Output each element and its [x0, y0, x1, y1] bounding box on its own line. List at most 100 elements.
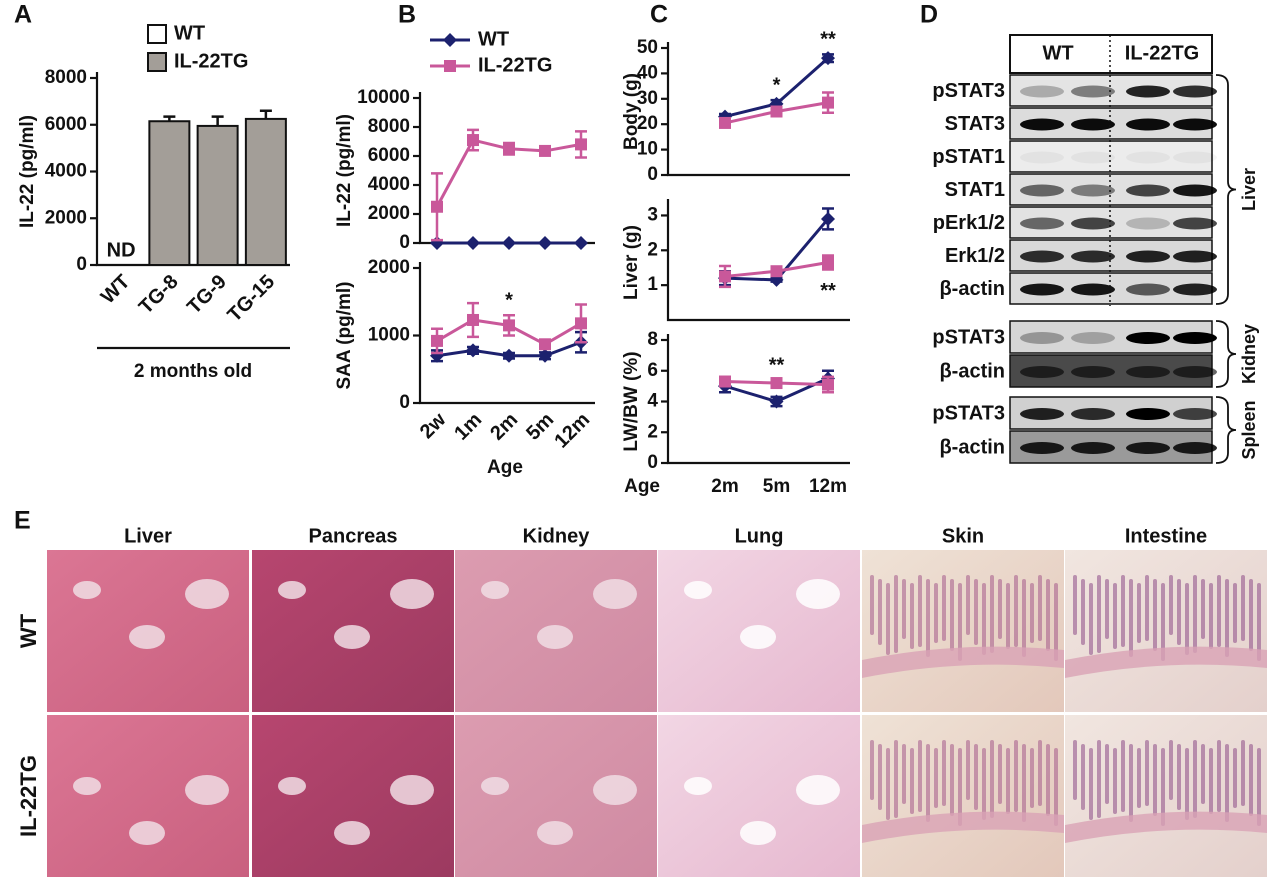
tissue-label: Liver [1239, 168, 1259, 211]
blot-band [1020, 283, 1064, 296]
blot-band [1173, 408, 1217, 420]
marker [443, 33, 457, 47]
x-tick-label: TG-8 [135, 271, 183, 319]
tissue-fold [1129, 744, 1133, 822]
y-tick-label: 6000 [368, 145, 410, 166]
marker [575, 317, 587, 330]
tissue-fold [1257, 583, 1261, 661]
tissue-fold [942, 575, 946, 641]
x-tick-label: WT [97, 271, 135, 309]
marker [502, 236, 516, 250]
blot-band [1071, 408, 1115, 420]
tissue-fold [982, 583, 986, 655]
tissue-fold [1233, 583, 1237, 643]
tissue-fold [870, 740, 874, 800]
tissue-fold [1054, 583, 1058, 661]
tissue-layer [1065, 811, 1267, 843]
tissue-fold [1137, 748, 1141, 808]
blot-band [1126, 408, 1170, 420]
annotation: ND [107, 239, 136, 261]
vessel [537, 821, 573, 845]
blot-strip [1009, 140, 1213, 173]
marker [719, 116, 731, 129]
annotation: * [505, 290, 513, 312]
blot-row-label: β-actin [939, 278, 1005, 300]
marker [538, 348, 552, 363]
tissue-fold [1257, 748, 1261, 826]
blot-band [1071, 217, 1115, 230]
y-tick-label: 10 [637, 139, 658, 160]
y-tick-label: 0 [399, 232, 410, 253]
y-tick-label: 1000 [368, 325, 410, 346]
tissue-fold [1217, 740, 1221, 812]
tissue-fold [1089, 748, 1093, 820]
tissue-fold [1105, 579, 1109, 639]
y-tick-label: 30 [637, 88, 658, 109]
tissue-fold [1022, 579, 1026, 657]
vessel [481, 581, 509, 599]
group-label: IL-22TG [1125, 42, 1199, 64]
column-label: Pancreas [309, 525, 398, 547]
x-tick-label: 1m [450, 409, 486, 445]
blot-band [1126, 118, 1170, 131]
marker [719, 270, 731, 283]
blot-band [1126, 217, 1170, 230]
bar [244, 117, 287, 266]
tissue-fold [1121, 575, 1125, 647]
tissue-fold [1153, 744, 1157, 816]
y-tick-label: 0 [647, 164, 658, 185]
tissue-fold [998, 744, 1002, 804]
tissue-fold [918, 740, 922, 812]
marker [770, 377, 783, 390]
x-tick-label: 12m [809, 476, 847, 497]
tissue-fold [1201, 579, 1205, 639]
tissue-fold [894, 575, 898, 653]
blot-row-label: β-actin [939, 360, 1005, 382]
tissue-fold [1022, 744, 1026, 822]
annotation: * [773, 74, 781, 96]
vessel [390, 579, 434, 609]
tissue-fold [1177, 579, 1181, 645]
x-axis-label: 2 months old [134, 361, 252, 382]
blot-band [1173, 217, 1217, 230]
tissue-fold [958, 583, 962, 661]
tissue-fold [942, 740, 946, 806]
tissue-fold [910, 583, 914, 649]
marker [431, 334, 443, 347]
tissue-label: Spleen [1239, 400, 1259, 459]
tissue-fold [1161, 748, 1165, 826]
x-axis-label: Age [624, 476, 660, 497]
axis-line [666, 199, 850, 322]
panel-label: E [14, 507, 31, 535]
tissue-fold [926, 744, 930, 822]
vessel [796, 579, 840, 609]
tissue-fold [902, 744, 906, 804]
tissue-fold [1177, 744, 1181, 810]
vessel [537, 625, 573, 649]
tissue-fold [1046, 744, 1050, 816]
marker [466, 236, 480, 250]
blot-band [1020, 184, 1064, 197]
y-axis-label: Body (g) [621, 73, 642, 150]
blot-band [1020, 442, 1064, 454]
x-tick-label: 2w [416, 408, 451, 443]
axis-line [418, 262, 595, 405]
tissue-fold [1169, 740, 1173, 800]
tissue-fold [990, 575, 994, 653]
tissue-fold [910, 748, 914, 814]
annotation: ** [820, 280, 836, 302]
bar [148, 120, 191, 267]
brace [1215, 396, 1237, 464]
y-axis-label: IL-22 (pg/ml) [17, 115, 38, 228]
y-axis-label: Liver (g) [621, 225, 642, 300]
y-tick-label: 8000 [45, 67, 87, 88]
vessel [593, 579, 637, 609]
marker [822, 96, 834, 109]
blot-band [1071, 332, 1115, 344]
blot-band [1173, 184, 1217, 197]
blot-row-label: pSTAT3 [932, 326, 1005, 348]
panel-label: A [14, 1, 32, 29]
x-tick-label: TG-15 [224, 271, 280, 327]
tissue-fold [1089, 583, 1093, 655]
